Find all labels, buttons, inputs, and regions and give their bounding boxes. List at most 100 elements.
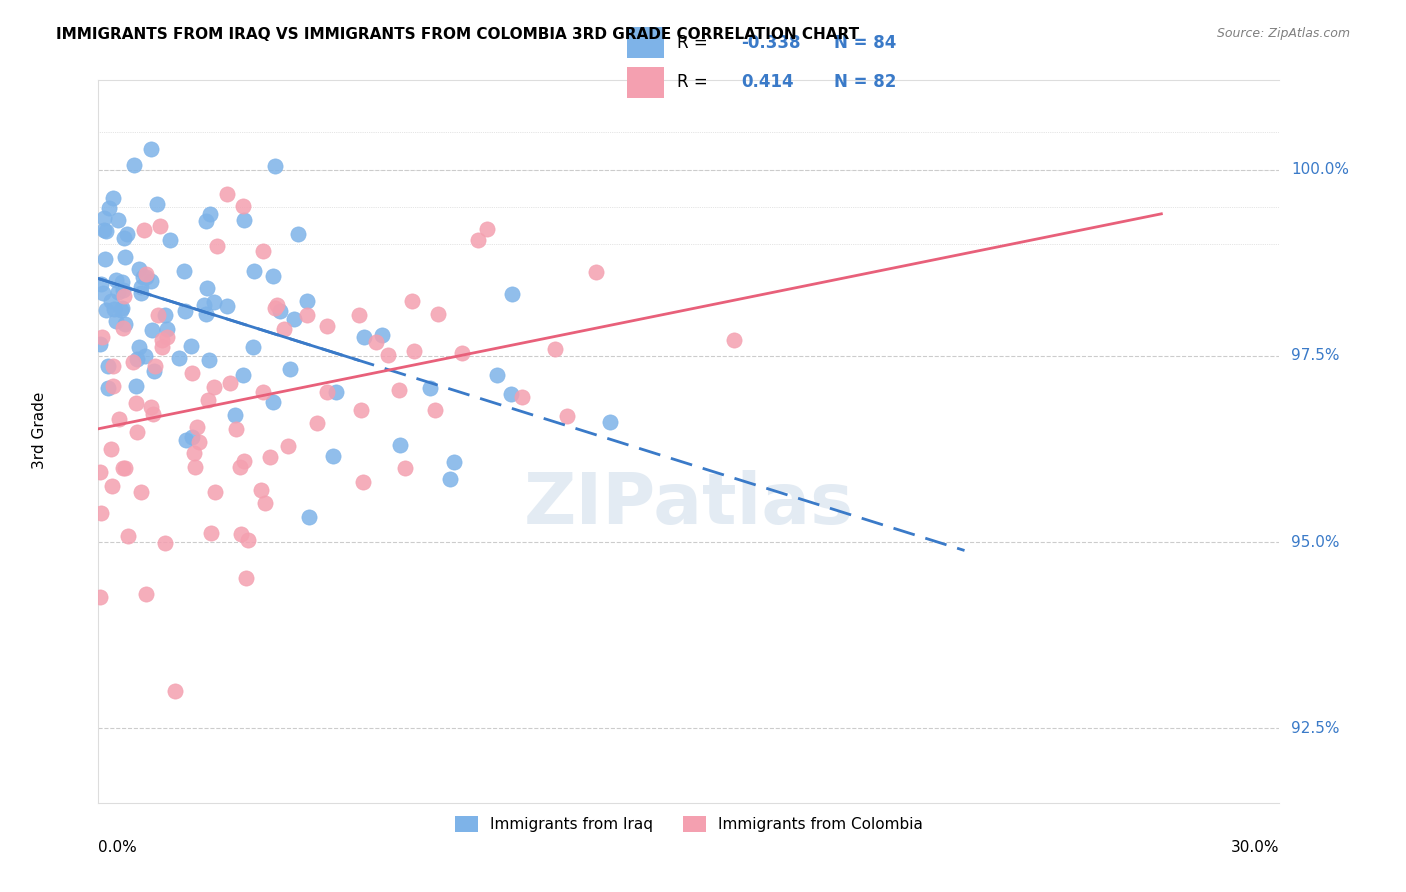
Point xyxy=(202,294,225,309)
Point xyxy=(145,197,167,211)
Point xyxy=(156,322,179,336)
Point xyxy=(188,434,211,449)
Point xyxy=(135,587,157,601)
Point xyxy=(165,684,187,698)
Point xyxy=(273,322,295,336)
Point xyxy=(353,329,375,343)
Point xyxy=(112,231,135,245)
Point xyxy=(139,274,162,288)
Point xyxy=(180,366,202,380)
Point xyxy=(195,214,218,228)
Point xyxy=(111,283,134,297)
Point xyxy=(90,330,112,344)
Point xyxy=(232,212,254,227)
Point xyxy=(232,454,254,468)
Point xyxy=(224,408,246,422)
Point xyxy=(180,338,202,352)
Point xyxy=(366,335,388,350)
Text: ZIPatlas: ZIPatlas xyxy=(524,470,853,540)
Point xyxy=(135,270,157,285)
Point xyxy=(101,379,124,393)
Point xyxy=(243,264,266,278)
Text: 92.5%: 92.5% xyxy=(1291,721,1340,736)
Point xyxy=(110,302,132,317)
Point xyxy=(501,287,523,301)
Point xyxy=(723,333,745,347)
Point xyxy=(186,419,208,434)
Point xyxy=(419,381,441,395)
Point xyxy=(134,349,156,363)
Point xyxy=(146,309,169,323)
Point xyxy=(89,465,111,479)
Point xyxy=(450,346,472,360)
Point xyxy=(93,211,115,225)
Point xyxy=(252,385,274,400)
Point xyxy=(262,395,284,409)
Point xyxy=(215,299,238,313)
Text: 95.0%: 95.0% xyxy=(1291,534,1340,549)
Text: 100.0%: 100.0% xyxy=(1291,162,1350,178)
Point xyxy=(200,526,222,541)
Text: N = 84: N = 84 xyxy=(834,34,897,52)
Point xyxy=(125,395,148,409)
Point xyxy=(117,529,139,543)
Point xyxy=(555,409,578,423)
Point xyxy=(125,379,148,393)
Point xyxy=(173,264,195,278)
Point xyxy=(150,333,173,347)
Point xyxy=(287,227,309,241)
Point xyxy=(254,496,277,510)
Point xyxy=(266,297,288,311)
Point xyxy=(225,422,247,436)
Point xyxy=(205,238,228,252)
Point xyxy=(544,343,567,357)
Point xyxy=(202,380,225,394)
Point xyxy=(96,359,118,374)
Point xyxy=(599,415,621,429)
Point xyxy=(132,223,155,237)
Point xyxy=(107,285,129,299)
Point xyxy=(150,340,173,354)
Point xyxy=(262,269,284,284)
Point xyxy=(219,376,242,390)
Point xyxy=(485,368,508,382)
Point xyxy=(90,506,112,520)
Point xyxy=(105,314,128,328)
Text: R =: R = xyxy=(676,73,713,91)
Point xyxy=(183,459,205,474)
Point xyxy=(145,359,167,374)
Point xyxy=(114,250,136,264)
Point xyxy=(249,483,271,497)
Point xyxy=(263,159,285,173)
Point xyxy=(232,199,254,213)
Point xyxy=(467,233,489,247)
Point xyxy=(512,390,534,404)
Point xyxy=(100,293,122,308)
Point xyxy=(131,286,153,301)
Point xyxy=(98,201,121,215)
Point xyxy=(129,280,152,294)
Point xyxy=(585,265,607,279)
Text: 3rd Grade: 3rd Grade xyxy=(32,392,46,469)
Point xyxy=(101,191,124,205)
Point xyxy=(108,412,131,426)
Point xyxy=(315,385,337,400)
Point xyxy=(101,359,124,373)
Point xyxy=(142,364,165,378)
Point xyxy=(352,475,374,489)
Bar xyxy=(627,67,664,98)
Point xyxy=(112,289,135,303)
Point xyxy=(425,402,447,417)
Point xyxy=(377,347,399,361)
Point xyxy=(325,385,347,400)
Legend: Immigrants from Iraq, Immigrants from Colombia: Immigrants from Iraq, Immigrants from Co… xyxy=(449,810,929,838)
Point xyxy=(229,460,252,475)
Point xyxy=(135,267,157,281)
Text: 0.0%: 0.0% xyxy=(98,840,138,855)
Point xyxy=(174,433,197,447)
Point xyxy=(90,277,112,292)
Point xyxy=(97,381,120,395)
Point xyxy=(193,298,215,312)
Point xyxy=(276,439,298,453)
Point xyxy=(426,307,449,321)
